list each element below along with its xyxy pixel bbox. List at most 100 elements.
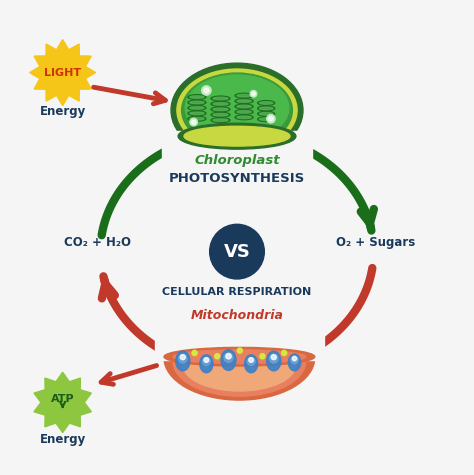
Text: Energy: Energy xyxy=(39,433,86,446)
Circle shape xyxy=(226,353,231,359)
Ellipse shape xyxy=(171,63,303,157)
Text: PHOTOSYNTHESIS: PHOTOSYNTHESIS xyxy=(169,172,305,185)
Circle shape xyxy=(192,351,197,356)
Ellipse shape xyxy=(213,114,228,116)
Text: CO₂ + H₂O: CO₂ + H₂O xyxy=(64,236,131,249)
Ellipse shape xyxy=(213,97,228,100)
Ellipse shape xyxy=(184,126,290,146)
Circle shape xyxy=(204,358,209,362)
Ellipse shape xyxy=(211,113,230,117)
Ellipse shape xyxy=(173,327,306,396)
Text: Mitochondria: Mitochondria xyxy=(191,309,283,322)
Text: VS: VS xyxy=(224,243,250,261)
Ellipse shape xyxy=(237,116,251,119)
Ellipse shape xyxy=(211,107,230,112)
Ellipse shape xyxy=(190,112,204,114)
Ellipse shape xyxy=(185,75,289,141)
Ellipse shape xyxy=(173,350,306,363)
Ellipse shape xyxy=(213,119,228,122)
Ellipse shape xyxy=(237,95,251,97)
Ellipse shape xyxy=(235,99,253,104)
Ellipse shape xyxy=(237,105,251,108)
Text: ATP: ATP xyxy=(51,394,74,404)
Ellipse shape xyxy=(200,355,213,373)
Circle shape xyxy=(252,92,255,95)
Ellipse shape xyxy=(190,101,204,104)
Ellipse shape xyxy=(177,69,297,152)
Circle shape xyxy=(271,355,276,360)
Ellipse shape xyxy=(188,95,206,99)
Ellipse shape xyxy=(235,93,253,98)
Ellipse shape xyxy=(211,102,230,106)
Ellipse shape xyxy=(221,350,236,370)
Text: Energy: Energy xyxy=(39,104,86,118)
Ellipse shape xyxy=(190,117,204,120)
Circle shape xyxy=(190,118,197,126)
Circle shape xyxy=(215,354,220,359)
Bar xyxy=(155,308,324,360)
Ellipse shape xyxy=(259,118,273,121)
Polygon shape xyxy=(30,39,96,105)
Ellipse shape xyxy=(190,96,204,98)
Ellipse shape xyxy=(182,73,292,148)
Ellipse shape xyxy=(188,111,206,116)
Circle shape xyxy=(292,356,297,361)
Circle shape xyxy=(282,351,287,356)
Text: CELLULAR RESPIRATION: CELLULAR RESPIRATION xyxy=(163,287,311,297)
Ellipse shape xyxy=(258,117,275,122)
Ellipse shape xyxy=(188,105,206,110)
Text: LIGHT: LIGHT xyxy=(44,67,81,77)
Ellipse shape xyxy=(237,100,251,103)
Circle shape xyxy=(210,224,264,279)
Ellipse shape xyxy=(237,111,251,113)
Circle shape xyxy=(249,358,254,362)
Circle shape xyxy=(267,114,275,123)
Text: O₂ + Sugars: O₂ + Sugars xyxy=(337,236,416,249)
Ellipse shape xyxy=(245,355,258,373)
Ellipse shape xyxy=(291,356,298,364)
Ellipse shape xyxy=(164,315,315,400)
Circle shape xyxy=(191,120,196,124)
Circle shape xyxy=(250,90,257,97)
Circle shape xyxy=(269,116,273,121)
Ellipse shape xyxy=(188,116,206,121)
Circle shape xyxy=(204,88,209,93)
Ellipse shape xyxy=(188,100,206,105)
Ellipse shape xyxy=(164,347,315,366)
Ellipse shape xyxy=(235,115,253,120)
Bar xyxy=(164,315,315,358)
Ellipse shape xyxy=(258,106,275,111)
Circle shape xyxy=(237,348,242,353)
Ellipse shape xyxy=(259,102,273,104)
Ellipse shape xyxy=(259,107,273,110)
Ellipse shape xyxy=(179,354,187,363)
Ellipse shape xyxy=(259,113,273,115)
Ellipse shape xyxy=(211,96,230,101)
Ellipse shape xyxy=(202,357,210,365)
Ellipse shape xyxy=(267,351,281,371)
Polygon shape xyxy=(34,372,91,433)
Bar xyxy=(162,132,312,160)
Ellipse shape xyxy=(247,357,255,365)
Ellipse shape xyxy=(183,338,296,391)
Circle shape xyxy=(42,382,83,423)
Text: Chloroplast: Chloroplast xyxy=(194,153,280,167)
Ellipse shape xyxy=(211,118,230,123)
Circle shape xyxy=(201,86,211,95)
Ellipse shape xyxy=(258,101,275,105)
Ellipse shape xyxy=(176,351,190,371)
Ellipse shape xyxy=(178,123,296,149)
Circle shape xyxy=(260,354,265,359)
Ellipse shape xyxy=(235,110,253,114)
Ellipse shape xyxy=(258,112,275,116)
Bar xyxy=(169,324,310,357)
Ellipse shape xyxy=(190,106,204,109)
Ellipse shape xyxy=(235,104,253,109)
Circle shape xyxy=(40,50,85,95)
Ellipse shape xyxy=(224,353,233,362)
Circle shape xyxy=(180,355,185,360)
Ellipse shape xyxy=(213,108,228,111)
Ellipse shape xyxy=(288,354,301,371)
Ellipse shape xyxy=(270,354,278,363)
Ellipse shape xyxy=(213,103,228,105)
